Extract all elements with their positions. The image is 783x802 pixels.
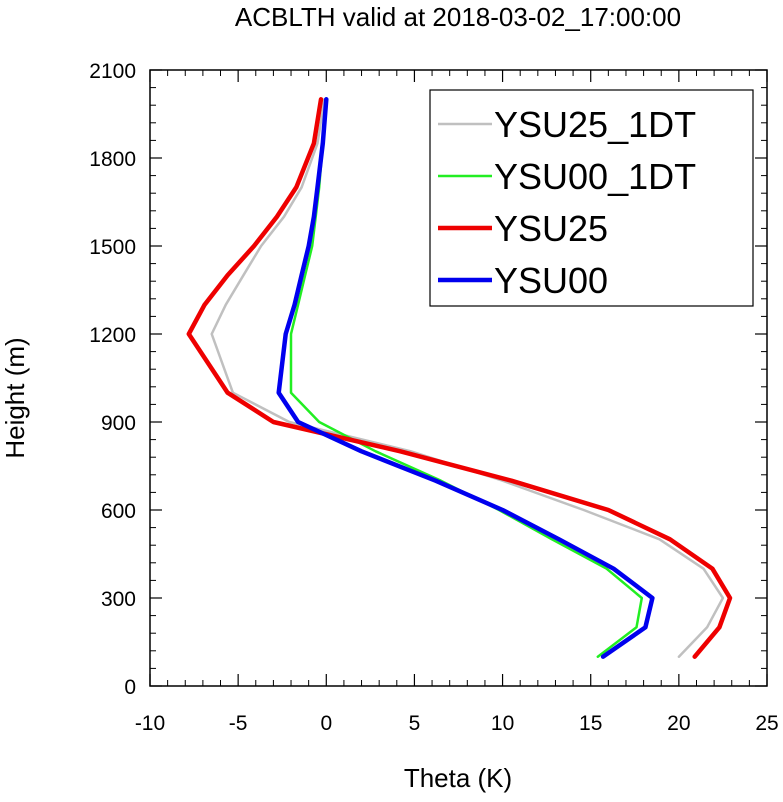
plot-frame [149, 69, 768, 687]
series-line-ysu25 [186, 97, 733, 659]
series-line-ysu00 [276, 97, 655, 659]
y-tick-label: 300 [101, 588, 136, 611]
chart-title: ACBLTH valid at 2018-03-02_17:00:00 [235, 2, 681, 32]
x-tick-label: 25 [755, 712, 778, 735]
legend-label-ysu00-1dt: YSU00_1DT [494, 156, 696, 197]
y-tick-label: 900 [101, 412, 136, 435]
y-axis-title: Height (m) [0, 337, 30, 458]
tick-labels-group: -10 -5 0 5 10 15 20 25 0 300 600 900 1200 1500 1800 210… [89, 60, 778, 735]
y-tick-label: 0 [124, 676, 136, 699]
x-tick-label: 0 [320, 712, 332, 735]
x-tick-label: 5 [409, 712, 421, 735]
y-tick-label: 1500 [89, 236, 136, 259]
y-tick-label: 2100 [89, 60, 136, 83]
x-tick-label: 10 [491, 712, 514, 735]
legend-label-ysu25: YSU25 [494, 208, 608, 249]
y-tick-label: 1200 [89, 324, 136, 347]
x-tick-label: 20 [667, 712, 690, 735]
series-line-ysu25-1dt [210, 98, 725, 658]
x-tick-label: 15 [579, 712, 602, 735]
y-tick-label: 1800 [89, 148, 136, 171]
legend-label-ysu00: YSU00 [494, 260, 608, 301]
ticks-group [149, 69, 768, 687]
legend-label-ysu25-1dt: YSU25_1DT [494, 104, 696, 145]
x-tick-label: -5 [229, 712, 248, 735]
x-tick-label: -10 [135, 712, 165, 735]
legend: YSU25_1DT YSU00_1DT YSU25 YSU00 [429, 89, 754, 307]
series-group [186, 97, 733, 659]
legend-frame [429, 89, 754, 307]
y-tick-label: 600 [101, 500, 136, 523]
x-axis-title: Theta (K) [404, 763, 512, 793]
